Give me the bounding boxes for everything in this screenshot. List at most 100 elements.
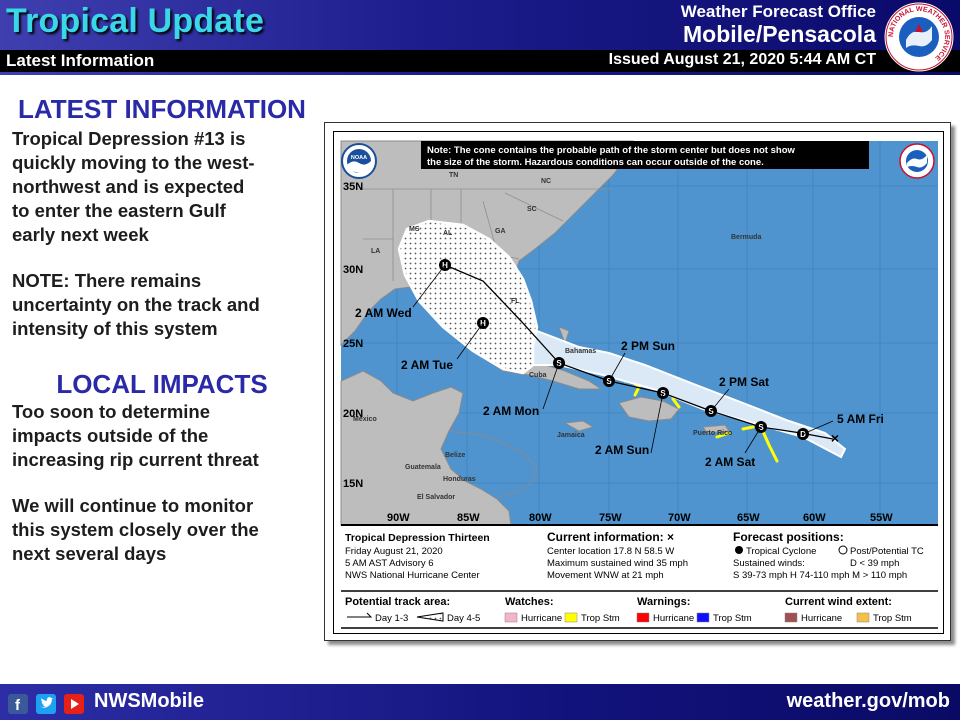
advisory-date: Friday August 21, 2020	[345, 546, 443, 557]
day13-label: Day 1-3	[375, 613, 408, 624]
place-label: SC	[527, 206, 537, 213]
storm-marker-letter: S	[758, 423, 764, 432]
post-tc-dot	[838, 545, 848, 555]
current-wind: Maximum sustained wind 35 mph	[547, 558, 688, 569]
lat-label: 20N	[343, 408, 363, 420]
place-label: Bermuda	[731, 234, 761, 241]
lat-label: 30N	[343, 264, 363, 276]
page-subtitle: Latest Information	[6, 51, 155, 70]
storm-marker-letter: S	[660, 389, 666, 398]
lon-label: 80W	[529, 512, 552, 524]
day45-swatch	[416, 612, 444, 622]
lon-label: 60W	[803, 512, 826, 524]
left-panel: LATEST INFORMATION Tropical Depression #…	[12, 94, 312, 566]
longitude-labels: 90W 85W 80W 75W 70W 65W 60W 55W	[387, 512, 893, 524]
youtube-icon[interactable]	[64, 694, 84, 714]
cone-note-line1: Note: The cone contains the probable pat…	[427, 145, 795, 156]
time-label: 5 AM Fri	[837, 412, 884, 426]
watch-hurricane-label: Hurricane	[521, 613, 562, 624]
advisory-number: 5 AM AST Advisory 6	[345, 558, 434, 569]
forecast-cone-map: × D S S S S S H H 5 AM Fri 2 PM Sat 2 AM…	[333, 131, 944, 634]
latest-heading: LATEST INFORMATION	[18, 94, 306, 124]
watch-hurricane-swatch	[504, 612, 518, 623]
track-title: Potential track area:	[345, 596, 450, 608]
website-link[interactable]: weather.gov/mob	[786, 690, 950, 712]
forecast-track-line	[444, 264, 834, 440]
forecast-title: Forecast positions:	[733, 530, 844, 544]
latest-text: Tropical Depression #13 is quickly movin…	[12, 127, 312, 247]
lon-label: 85W	[457, 512, 480, 524]
noaa-logo-text: NOAA	[351, 155, 367, 161]
monitor-text: We will continue to monitor this system …	[12, 494, 312, 566]
subtitle-bar	[0, 50, 960, 72]
depression-marker-letter: D	[800, 430, 806, 439]
local-line: Too soon to determine	[12, 401, 211, 422]
time-label: 2 AM Mon	[483, 404, 539, 418]
storm-marker-letter: S	[606, 377, 612, 386]
latest-line: Tropical Depression #13 is	[12, 128, 246, 149]
lon-label: 90W	[387, 512, 410, 524]
wind-trop-stm-swatch	[856, 612, 870, 623]
warn-trop-stm-label: Trop Stm	[713, 613, 752, 624]
puerto-rico-island	[702, 424, 730, 434]
place-label: Cuba	[529, 372, 547, 379]
leader-lines	[412, 264, 834, 454]
watch-trop-stm-label: Trop Stm	[581, 613, 620, 624]
warn-trop-stm-swatch	[696, 612, 710, 623]
time-label: 2 PM Sat	[719, 375, 769, 389]
tropical-cyclone-label: Tropical Cyclone	[746, 546, 816, 557]
time-label: 2 AM Sun	[595, 443, 649, 457]
office-line1: Weather Forecast Office	[680, 2, 876, 21]
time-label: 2 AM Tue	[401, 358, 453, 372]
lat-label: 25N	[343, 338, 363, 350]
warn-hurricane-label: Hurricane	[653, 613, 694, 624]
cone-note-box	[421, 141, 869, 169]
time-label: 2 AM Sat	[705, 455, 755, 469]
note-line: intensity of this system	[12, 318, 218, 339]
day13-swatch	[347, 612, 373, 618]
sustained-label: Sustained winds:	[733, 558, 805, 569]
watches-title: Watches:	[505, 596, 554, 608]
place-label: MS	[409, 226, 420, 233]
nws-logo: NATIONAL WEATHER SERVICE	[884, 2, 954, 72]
place-label: Guatemala	[405, 464, 441, 471]
latitude-labels: 35N 30N 25N 20N 15N	[343, 181, 363, 490]
local-line: impacts outside of the	[12, 425, 209, 446]
footer-bar	[0, 684, 960, 720]
map-nws-logo	[899, 143, 935, 179]
place-label: LA	[371, 248, 380, 255]
tropical-cyclone-dot	[735, 546, 743, 554]
page-title: Tropical Update	[6, 2, 265, 40]
wind-hurricane-label: Hurricane	[801, 613, 842, 624]
place-label: El Salvador	[417, 494, 455, 501]
wind-hurricane-swatch	[784, 612, 798, 623]
monitor-line: next several days	[12, 543, 167, 564]
storm-marker-letter: S	[708, 407, 714, 416]
monitor-line: this system closely over the	[12, 519, 259, 540]
lat-label: 35N	[343, 181, 363, 193]
social-handle[interactable]: NWSMobile	[94, 690, 204, 712]
forecast-positions-legend: Forecast positions: Tropical Cyclone Pos…	[733, 530, 924, 581]
wind-ranges: S 39-73 mph H 74-110 mph M > 110 mph	[733, 570, 907, 581]
cone-day-4-5	[397, 219, 539, 375]
local-text: Too soon to determine impacts outside of…	[12, 400, 312, 472]
place-label: NC	[541, 178, 551, 185]
lon-label: 55W	[870, 512, 893, 524]
twitter-icon[interactable]	[36, 694, 56, 714]
depression-range: D < 39 mph	[850, 558, 899, 569]
current-movement: Movement WNW at 21 mph	[547, 570, 664, 581]
time-label: 2 PM Sun	[621, 339, 675, 353]
warnings-title: Warnings:	[637, 596, 690, 608]
facebook-icon[interactable]: f	[8, 694, 28, 714]
hispaniola-island	[618, 396, 680, 422]
local-heading: LOCAL IMPACTS	[56, 369, 268, 399]
cone-note-line2: the size of the storm. Hazardous conditi…	[427, 157, 764, 168]
advisory-center: NWS National Hurricane Center	[345, 570, 480, 581]
latest-line: to enter the eastern Gulf	[12, 200, 226, 221]
note-line: uncertainty on the track and	[12, 294, 260, 315]
storm-marker-letter: S	[556, 359, 562, 368]
latest-line: quickly moving to the west-	[12, 152, 255, 173]
local-line: increasing rip current threat	[12, 449, 259, 470]
monitor-line: We will continue to monitor	[12, 495, 254, 516]
office-line2: Mobile/Pensacola	[682, 21, 876, 47]
